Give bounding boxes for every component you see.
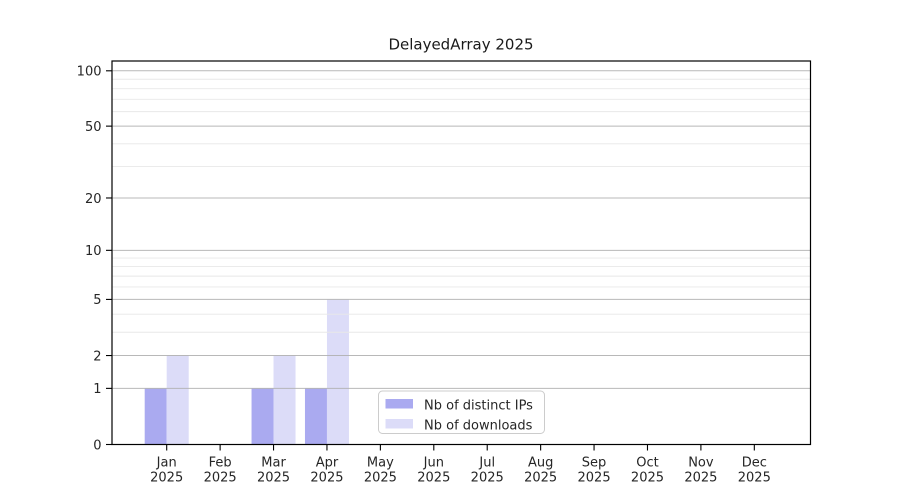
x-axis: Jan 2025 Feb 2025 Mar 2025 Apr 2025 May 2025 Jun 20… bbox=[150, 444, 771, 486]
y-tick-label-10: 10 bbox=[85, 244, 102, 259]
legend-box bbox=[378, 390, 545, 434]
bar-jan-distinct-ips bbox=[144, 388, 167, 445]
bar-mar-downloads bbox=[273, 355, 296, 445]
bar-apr-distinct-ips bbox=[304, 388, 327, 445]
chart-title: DelayedArray 2025 bbox=[388, 36, 533, 54]
y-tick-label-0: 0 bbox=[93, 438, 101, 453]
bar-jan-downloads bbox=[166, 355, 189, 445]
legend-swatch-distinct-ips bbox=[385, 399, 413, 409]
x-tick-label-jul: Jul 2025 bbox=[471, 456, 504, 486]
x-tick-label-dec: Dec 2025 bbox=[738, 456, 771, 486]
y-tick-label-5: 5 bbox=[93, 293, 101, 308]
legend-swatch-downloads bbox=[385, 419, 413, 429]
x-tick-label-sep: Sep 2025 bbox=[578, 456, 611, 486]
x-tick-label-apr: Apr 2025 bbox=[310, 456, 343, 486]
minor-gridlines bbox=[112, 78, 811, 333]
y-axis: 0 1 2 5 10 20 50 100 bbox=[77, 65, 112, 453]
y-tick-label-20: 20 bbox=[85, 192, 102, 207]
x-tick-label-nov: Nov 2025 bbox=[684, 456, 717, 486]
legend: Nb of distinct IPs Nb of downloads bbox=[378, 390, 545, 434]
x-tick-label-oct: Oct 2025 bbox=[631, 456, 664, 486]
legend-label-downloads: Nb of downloads bbox=[424, 419, 533, 434]
plot-area: 0 1 2 5 10 20 50 100 Jan 2025 Feb 2025 Mar 2025 Apr 202… bbox=[77, 60, 812, 486]
x-tick-label-mar: Mar 2025 bbox=[257, 456, 290, 486]
bar-mar-distinct-ips bbox=[251, 388, 274, 445]
legend-label-distinct-ips: Nb of distinct IPs bbox=[424, 399, 533, 414]
x-tick-label-aug: Aug 2025 bbox=[524, 456, 557, 486]
y-tick-label-50: 50 bbox=[85, 120, 102, 135]
x-tick-label-jan: Jan 2025 bbox=[150, 456, 183, 486]
bar-apr-downloads bbox=[326, 299, 349, 445]
y-tick-label-1: 1 bbox=[93, 382, 101, 397]
x-tick-label-jun: Jun 2025 bbox=[417, 456, 450, 486]
major-gridlines bbox=[112, 70, 811, 389]
plot-box bbox=[111, 60, 812, 446]
y-tick-label-100: 100 bbox=[77, 65, 102, 80]
bars bbox=[144, 299, 349, 445]
x-tick-label-feb: Feb 2025 bbox=[204, 456, 237, 486]
y-tick-label-2: 2 bbox=[93, 349, 101, 364]
x-tick-label-may: May 2025 bbox=[364, 456, 397, 486]
